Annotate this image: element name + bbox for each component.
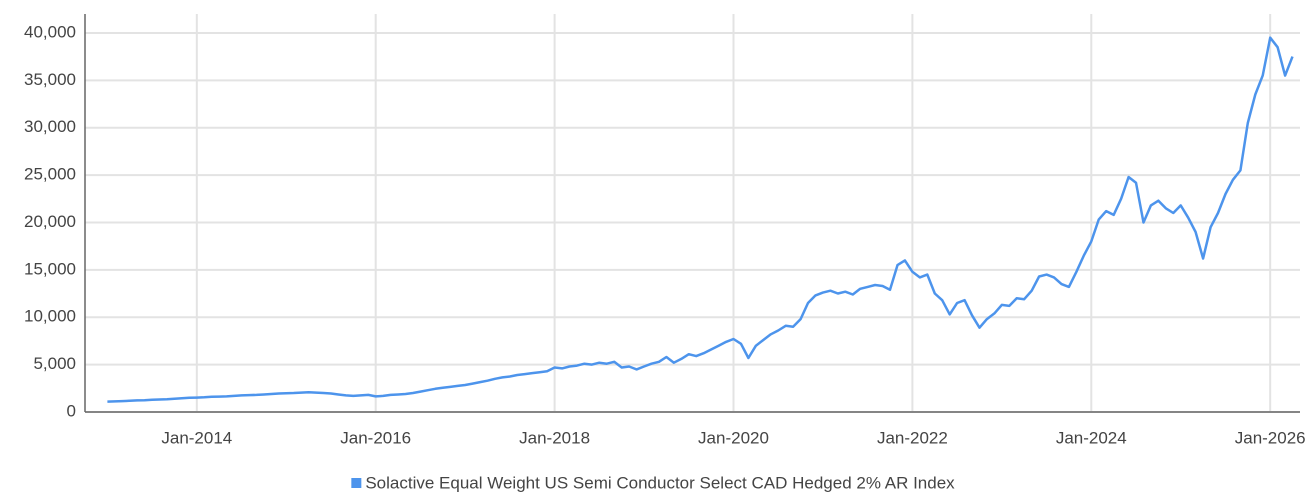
y-tick-label: 15,000 <box>24 259 76 278</box>
y-tick-label: 25,000 <box>24 165 76 184</box>
x-tick-label: Jan-2014 <box>161 428 232 447</box>
legend-label: Solactive Equal Weight US Semi Conductor… <box>365 473 955 492</box>
y-tick-label: 30,000 <box>24 117 76 136</box>
line <box>107 36 1294 403</box>
x-tick-label: Jan-2018 <box>519 428 590 447</box>
x-tick-label: Jan-2016 <box>340 428 411 447</box>
x-tick-label: Jan-2024 <box>1056 428 1127 447</box>
legend-swatch <box>351 478 362 488</box>
x-tick-label: Jan-2022 <box>877 428 948 447</box>
y-tick-label: 35,000 <box>24 70 76 89</box>
y-tick-label: 5,000 <box>33 354 76 373</box>
x-tick-label: Jan-2026 <box>1235 428 1306 447</box>
y-tick-label: 10,000 <box>24 307 76 326</box>
y-tick-label: 20,000 <box>24 212 76 231</box>
y-tick-label: 0 <box>67 401 76 420</box>
y-tick-label: 40,000 <box>24 22 76 41</box>
x-tick-label: Jan-2020 <box>698 428 769 447</box>
